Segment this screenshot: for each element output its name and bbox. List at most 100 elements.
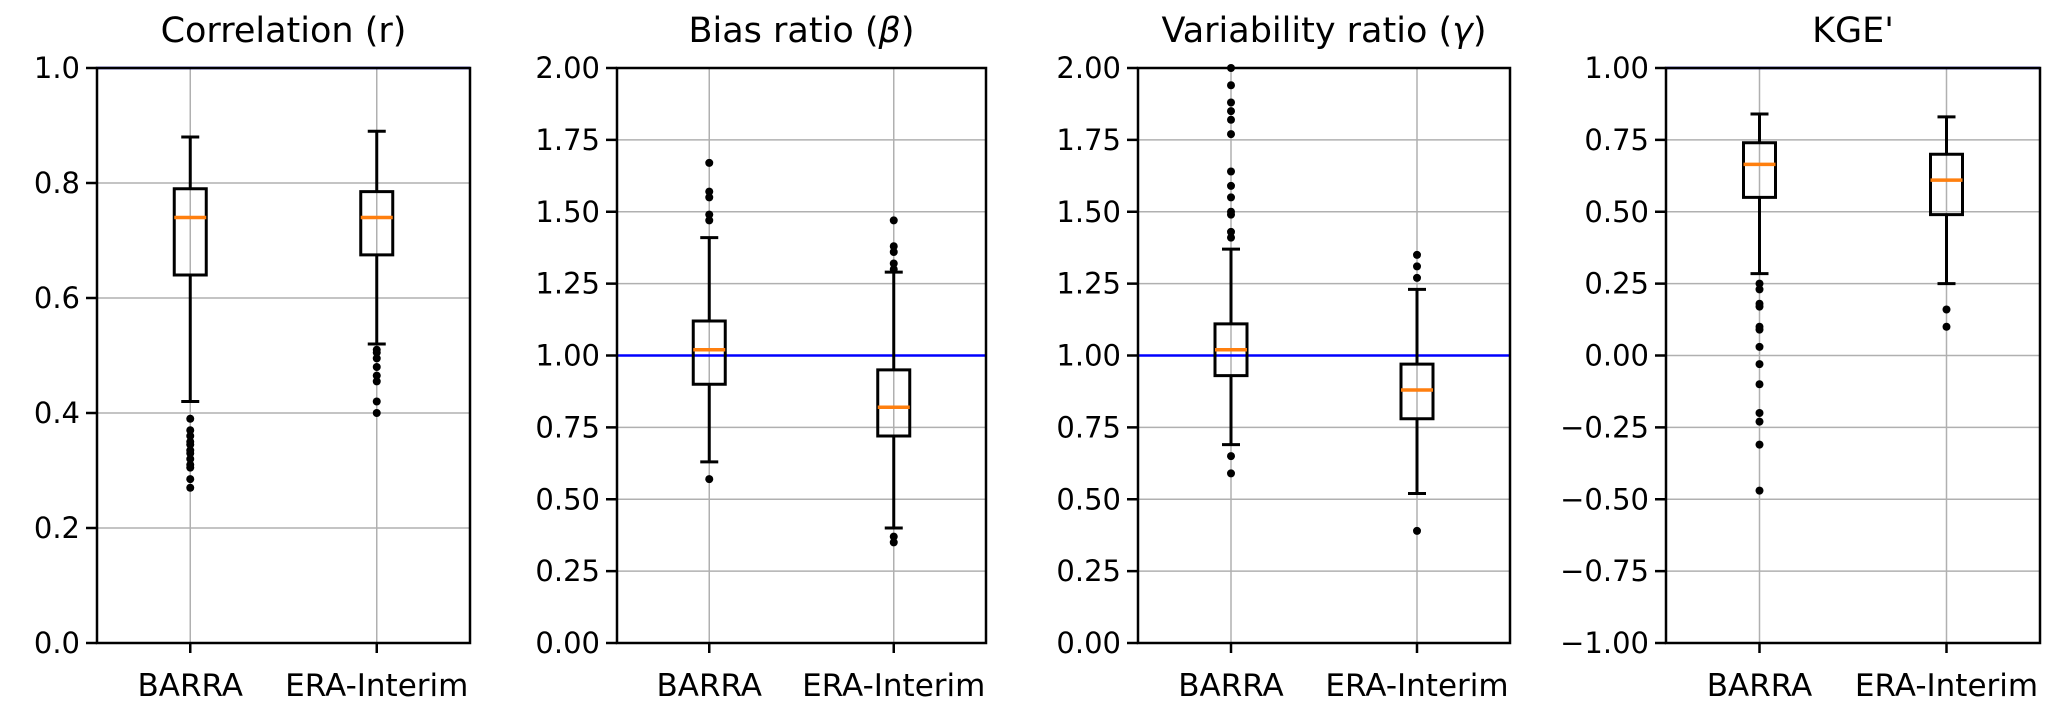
outlier-point	[186, 426, 195, 435]
y-tick-label: −0.75	[1560, 554, 1649, 588]
outlier-point	[1227, 81, 1235, 90]
outlier-point	[705, 210, 714, 219]
outlier-point	[1227, 233, 1235, 242]
outlier-point	[1227, 469, 1235, 478]
outlier-point	[186, 449, 195, 458]
outlier-point	[705, 187, 714, 196]
boxplot-era-interim	[1399, 250, 1435, 535]
outlier-point	[1755, 486, 1764, 495]
outlier-point	[186, 414, 195, 423]
y-tick-label: 0.00	[1584, 339, 1649, 373]
iqr-box	[1742, 141, 1777, 199]
outlier-point	[889, 532, 898, 541]
y-tick-label: 1.0	[34, 51, 80, 85]
outlier-point	[1227, 452, 1235, 461]
y-tick-label: 0.25	[1584, 267, 1649, 301]
outlier-point	[705, 216, 714, 225]
y-tick-label: 0.25	[1056, 554, 1121, 588]
x-tick-label: BARRA	[1178, 668, 1284, 704]
outlier-point	[372, 377, 381, 386]
panel-2: 2.00 1.75 1.50 1.25 1.00 0.75 0.50 0.25 0.00 BARR…	[535, 11, 988, 704]
outlier-point	[372, 348, 381, 357]
y-tick-label: 0.0	[34, 626, 80, 660]
outlier-point	[186, 455, 195, 463]
outlier-point	[1755, 417, 1764, 426]
outlier-point	[1755, 380, 1764, 389]
iqr-box	[172, 187, 208, 277]
outlier-point	[1227, 98, 1235, 107]
y-tick-label: 0.4	[34, 396, 80, 430]
panel-title: Correlation (r)	[161, 11, 407, 51]
x-tick-label: ERA-Interim	[802, 668, 985, 704]
outlier-point	[372, 397, 381, 406]
outlier-point	[1227, 227, 1235, 236]
outlier-point	[889, 265, 898, 274]
outlier-point	[1227, 115, 1235, 124]
y-tick-label: 1.25	[535, 267, 600, 301]
outlier-point	[1227, 193, 1235, 202]
outlier-point	[705, 475, 714, 484]
y-tick-label: 0.75	[535, 410, 600, 444]
outlier-point	[1413, 262, 1421, 271]
iqr-box	[1929, 152, 1964, 217]
boxplot-era-interim	[876, 216, 912, 547]
iqr-box	[876, 368, 912, 438]
outlier-point	[1755, 342, 1764, 351]
boxplot-barra	[1742, 112, 1777, 495]
outlier-point	[1755, 325, 1764, 334]
x-tick-label: ERA-Interim	[285, 668, 468, 704]
y-tick-label: 0.25	[535, 554, 600, 588]
outlier-point	[705, 158, 714, 167]
outlier-point	[1942, 305, 1951, 314]
boxplot-barra	[691, 158, 727, 484]
x-tick-label: BARRA	[137, 668, 243, 704]
outlier-point	[186, 475, 195, 484]
outlier-point	[1227, 181, 1235, 190]
iqr-box	[691, 319, 727, 386]
outlier-point	[372, 363, 381, 371]
y-tick-label: 2.00	[1056, 51, 1121, 85]
outlier-point	[889, 242, 898, 251]
y-tick-label: 1.75	[535, 123, 600, 157]
outlier-point	[1413, 273, 1421, 282]
outlier-point	[1227, 167, 1235, 176]
y-tick-label: −1.00	[1560, 626, 1649, 660]
y-tick-label: 0.50	[1584, 195, 1649, 229]
boxplot-era-interim	[359, 129, 395, 417]
y-tick-label: 0.50	[1056, 482, 1121, 516]
outlier-point	[705, 193, 714, 202]
panel-4: 1.00 0.75 0.50 0.25 0.00 −0.25 −0.50 −0.75 −1.00…	[1560, 11, 2042, 704]
panel-title: KGE'	[1812, 11, 1894, 51]
iqr-box	[359, 190, 395, 257]
panel-title: Bias ratio (β)	[688, 11, 914, 51]
y-tick-label: 0.6	[34, 281, 80, 315]
outlier-point	[1755, 440, 1764, 449]
y-tick-label: 0.50	[535, 482, 600, 516]
axes-spines	[95, 66, 472, 645]
outlier-point	[1227, 107, 1235, 116]
outlier-point	[186, 440, 195, 449]
panel-1: 1.0 0.8 0.6 0.4 0.2 0.0 BARRA ERA-Interim Correl…	[34, 11, 472, 704]
boxplot-barra	[172, 135, 208, 492]
outlier-point	[1755, 409, 1764, 417]
boxplot-era-interim	[1929, 115, 1964, 331]
y-tick-label: 1.00	[535, 339, 600, 373]
y-tick-label: 1.25	[1056, 267, 1121, 301]
y-tick-label: 0.2	[34, 511, 80, 545]
y-tick-label: 1.50	[1056, 195, 1121, 229]
outlier-point	[1413, 526, 1421, 535]
y-tick-label: 0.75	[1584, 123, 1649, 157]
panel-title: Variability ratio (γ)	[1161, 11, 1486, 51]
outlier-point	[1755, 279, 1764, 288]
y-tick-label: 1.00	[1056, 339, 1121, 373]
outlier-point	[372, 409, 381, 417]
outlier-point	[186, 463, 195, 472]
y-tick-label: −0.25	[1560, 410, 1649, 444]
outlier-point	[889, 538, 898, 547]
panel-3: 2.00 1.75 1.50 1.25 1.00 0.75 0.50 0.25 0.00 BARR…	[1056, 11, 1512, 704]
y-tick-label: −0.50	[1560, 482, 1649, 516]
outlier-point	[889, 248, 898, 256]
outlier-point	[372, 371, 381, 380]
